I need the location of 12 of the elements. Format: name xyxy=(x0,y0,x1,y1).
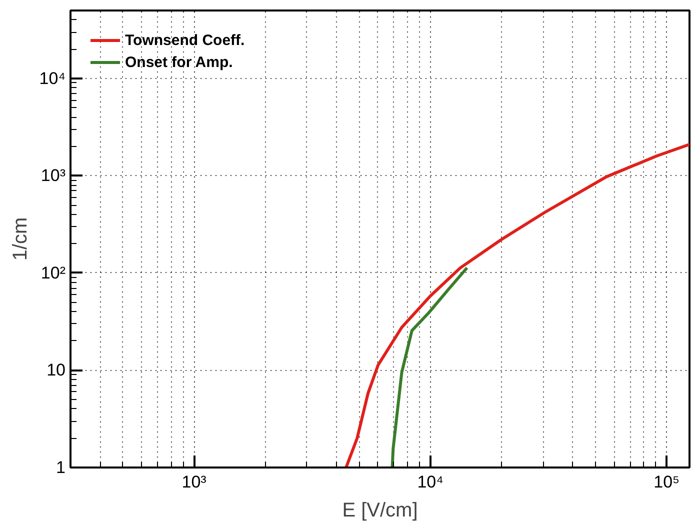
y-tick-label: 10³ xyxy=(40,166,66,186)
x-tick-label: 10⁵ xyxy=(654,472,680,492)
y-tick-label: 10⁴ xyxy=(39,68,66,88)
x-tick-label: 10³ xyxy=(182,472,207,492)
y-tick-label: 10 xyxy=(46,360,66,380)
x-axis-title: E [V/cm] xyxy=(342,500,418,522)
y-axis-title: 1/cm xyxy=(9,217,32,261)
legend-label: Onset for Amp. xyxy=(125,54,233,70)
legend-label: Townsend Coeff. xyxy=(125,32,245,48)
y-tick-label: 10² xyxy=(40,263,66,282)
x-tick-label: 10⁴ xyxy=(417,472,444,492)
y-tick-label: 1 xyxy=(56,458,66,477)
